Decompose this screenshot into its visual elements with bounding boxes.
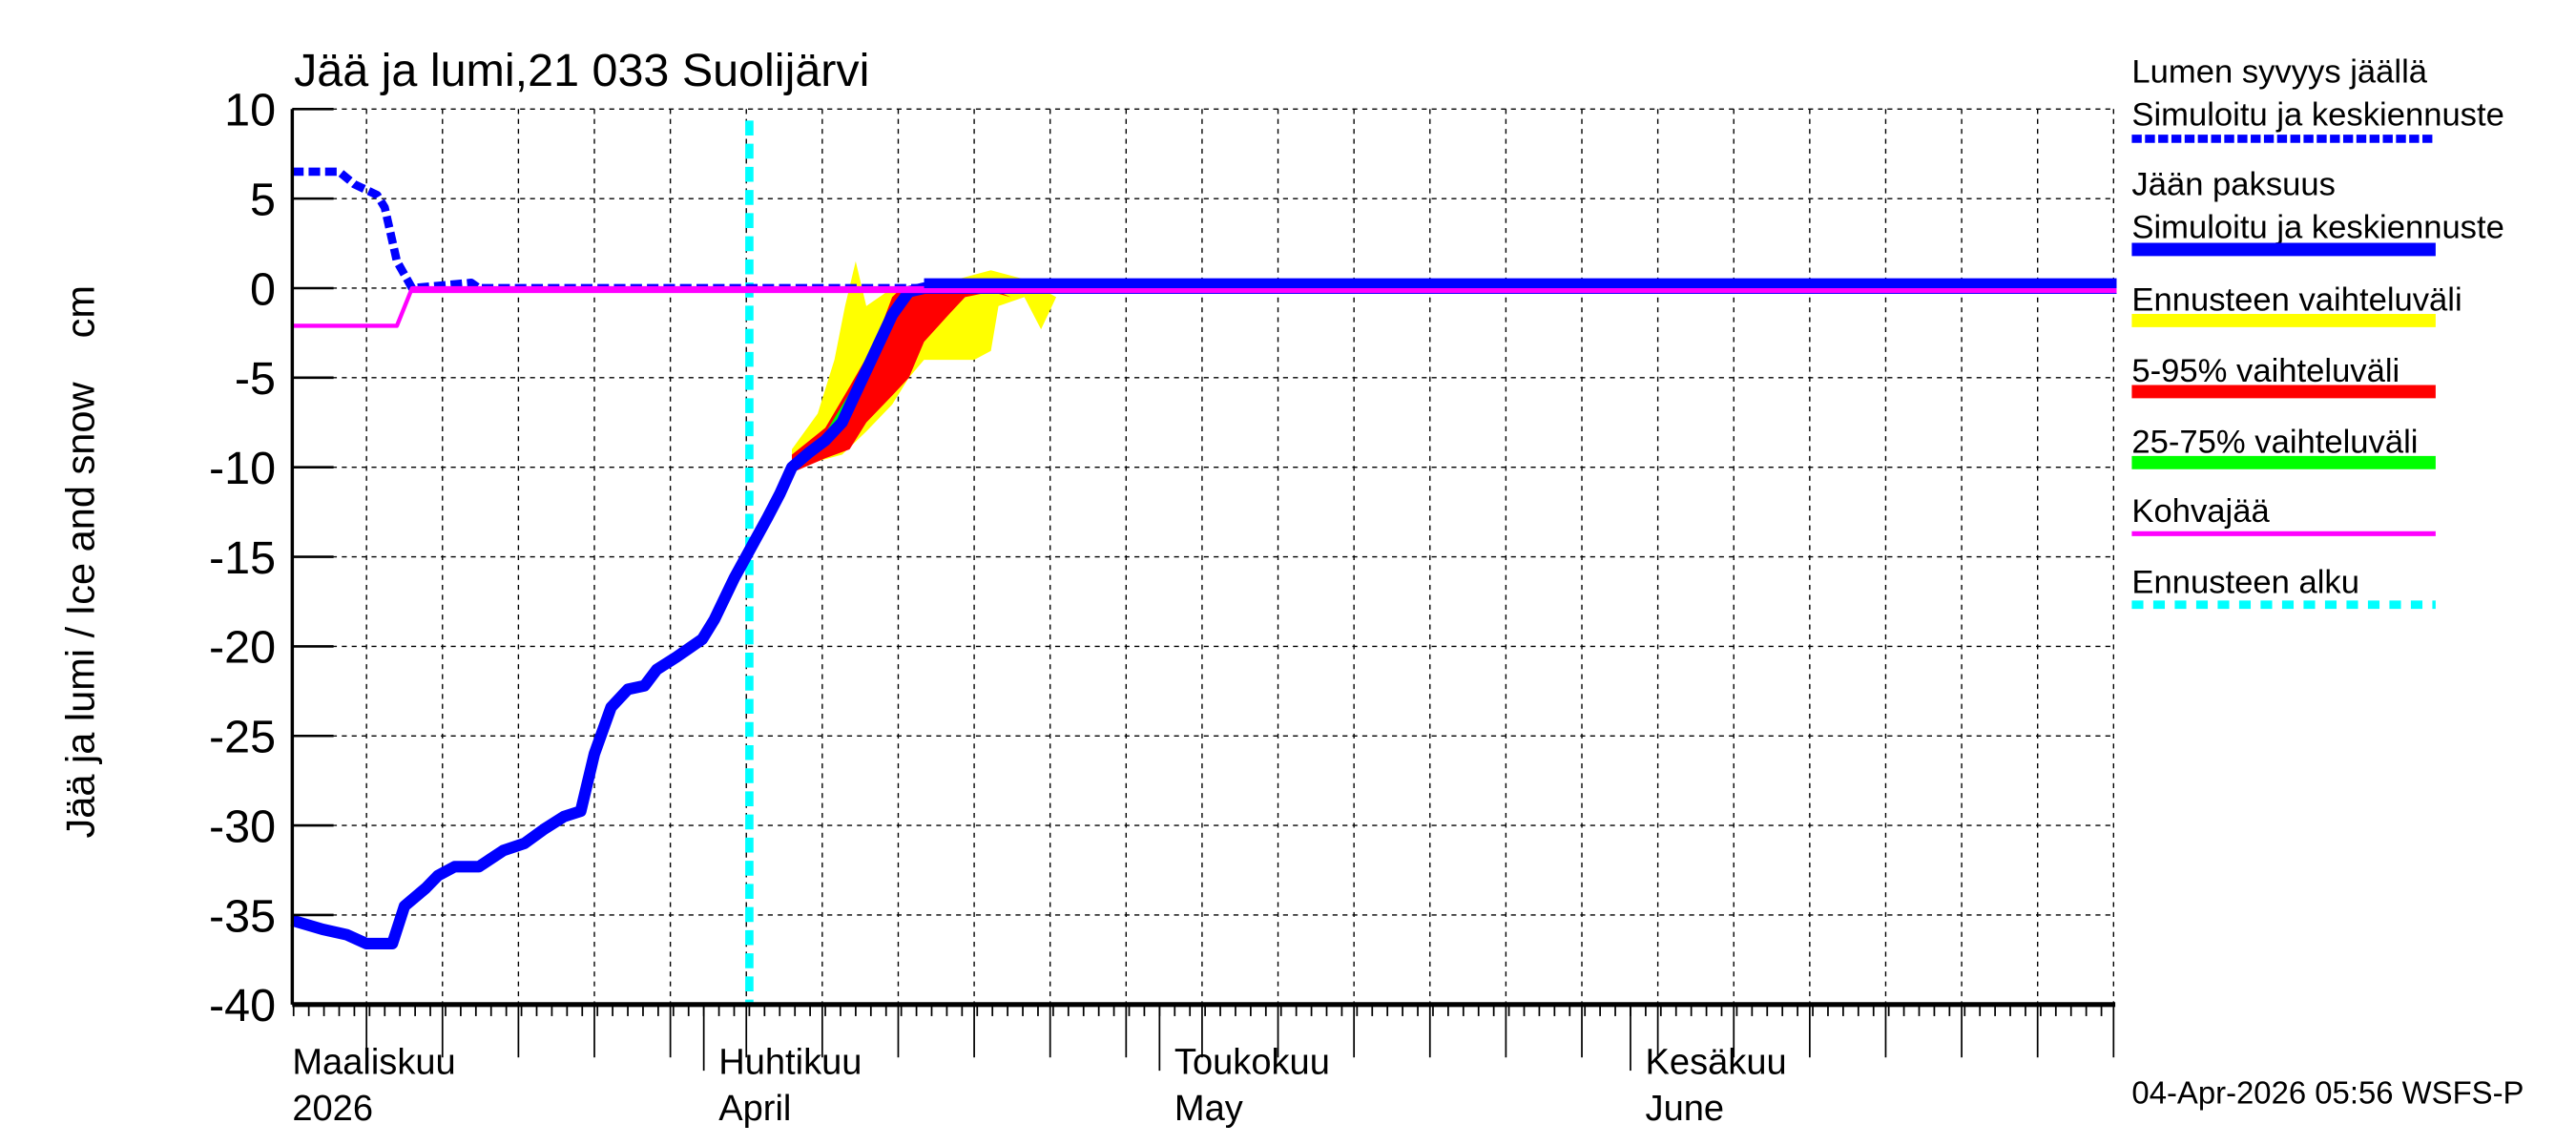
- y-tick-label: -40: [209, 980, 276, 1031]
- legend-item: 5-95% vaihteluväli: [2131, 353, 2436, 399]
- month-sublabel: 2026: [292, 1089, 373, 1129]
- y-tick-label: 0: [250, 263, 276, 315]
- legend-label: Jään paksuus: [2131, 166, 2336, 202]
- legend-item: Ennusteen alku: [2131, 565, 2436, 610]
- month-label: Toukokuu: [1174, 1043, 1330, 1083]
- month-sublabel: May: [1174, 1089, 1243, 1129]
- month-sublabel: April: [718, 1089, 791, 1129]
- month-label: Maaliskuu: [292, 1043, 455, 1083]
- legend: Lumen syvyys jäällä Simuloitu ja keskienn…: [2131, 54, 2504, 610]
- legend-label: 25-75% vaihteluväli: [2131, 424, 2418, 460]
- y-tick-label: -10: [209, 443, 276, 494]
- y-tick-label: -15: [209, 532, 276, 584]
- y-tick-label: -25: [209, 712, 276, 763]
- month-label: Kesäkuu: [1646, 1043, 1787, 1083]
- ice-thickness-line: [290, 281, 2117, 950]
- legend-item: 25-75% vaihteluväli: [2131, 424, 2436, 469]
- snow-depth-line: [292, 167, 924, 293]
- legend-item: Lumen syvyys jäällä Simuloitu ja keskienn…: [2131, 54, 2504, 143]
- legend-label: Kohvajää: [2131, 493, 2270, 530]
- legend-item: Kohvajää: [2131, 493, 2436, 536]
- legend-item: Ennusteen vaihteluväli: [2131, 282, 2462, 327]
- legend-sublabel: Simuloitu ja keskiennuste: [2131, 209, 2503, 245]
- band-5-95-vaihteluv-li: [792, 287, 1011, 473]
- y-tick-label: -20: [209, 622, 276, 674]
- footer-timestamp: 04-Apr-2026 05:56 WSFS-P: [2131, 1075, 2524, 1111]
- legend-label: Ennusteen vaihteluväli: [2131, 282, 2462, 319]
- y-tick-label: 10: [224, 85, 276, 136]
- chart-title: Jää ja lumi,21 033 Suolijärvi: [294, 45, 869, 96]
- legend-sublabel: Simuloitu ja keskiennuste: [2131, 97, 2503, 134]
- series-lines: [290, 120, 2117, 1005]
- y-tick-label: -35: [209, 890, 276, 942]
- y-tick-label: 5: [250, 174, 276, 225]
- grid: [292, 108, 2116, 1006]
- month-sublabel: June: [1646, 1089, 1725, 1129]
- month-label: Huhtikuu: [718, 1043, 862, 1083]
- y-tick-label: -5: [235, 353, 276, 405]
- axes: 10 5 0 -5 -10 -15 -20 -25 -30 -35 -40 Maaliskuu 2026…: [209, 85, 2116, 1129]
- y-tick-label: -30: [209, 801, 276, 852]
- legend-item: Jään paksuus Simuloitu ja keskiennuste: [2131, 166, 2504, 257]
- y-axis-label: Jää ja lumi / Ice and snow cm: [58, 285, 103, 839]
- legend-label: 5-95% vaihteluväli: [2131, 353, 2399, 389]
- legend-label: Ennusteen alku: [2131, 565, 2359, 601]
- legend-label: Lumen syvyys jäällä: [2131, 54, 2427, 91]
